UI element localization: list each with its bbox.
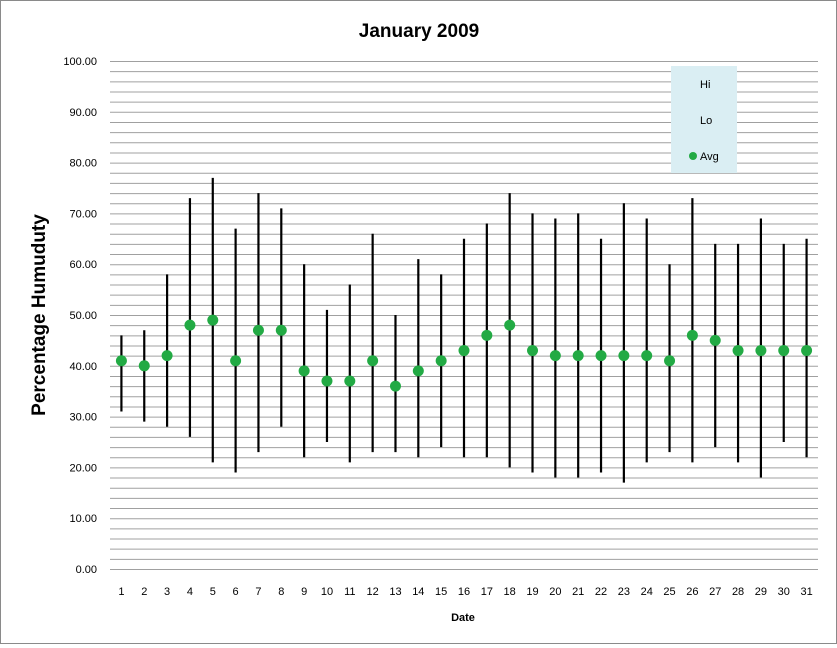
x-tick-label: 20 bbox=[549, 586, 561, 598]
avg-point bbox=[184, 319, 196, 331]
x-tick-label: 6 bbox=[233, 586, 239, 598]
avg-point bbox=[435, 355, 447, 367]
x-tick-label: 14 bbox=[412, 586, 424, 598]
avg-point bbox=[115, 355, 127, 367]
y-tick-label: 90.00 bbox=[69, 107, 97, 119]
avg-point bbox=[367, 355, 379, 367]
avg-point bbox=[572, 350, 584, 362]
y-tick-label: 60.00 bbox=[69, 259, 97, 271]
avg-point bbox=[298, 365, 310, 377]
avg-point bbox=[321, 375, 333, 387]
x-tick-label: 1 bbox=[118, 586, 124, 598]
y-tick-label: 10.00 bbox=[69, 513, 97, 525]
x-tick-label: 16 bbox=[458, 586, 470, 598]
x-tick-label: 15 bbox=[435, 586, 447, 598]
x-tick-label: 31 bbox=[800, 586, 812, 598]
x-tick-label: 3 bbox=[164, 586, 170, 598]
legend-avg-marker bbox=[689, 152, 697, 160]
x-tick-label: 26 bbox=[686, 586, 698, 598]
avg-point bbox=[664, 355, 676, 367]
y-tick-label: 100.00 bbox=[63, 56, 97, 68]
y-axis-label: Percentage Humuduty bbox=[29, 214, 50, 416]
y-tick-labels: 0.00 10.00 20.00 30.00 40.00 50.00 60.00 70.00 8… bbox=[63, 56, 97, 576]
avg-point bbox=[344, 375, 356, 387]
y-tick-label: 80.00 bbox=[69, 158, 97, 170]
x-tick-labels: 1 2 3 4 5 6 7 8 9 10 11 12 13 14 15 16 17 18 19 20 21 22 23 24 2… bbox=[118, 586, 812, 598]
x-tick-label: 25 bbox=[663, 586, 675, 598]
avg-point bbox=[755, 345, 767, 357]
avg-point bbox=[161, 350, 173, 362]
x-tick-label: 19 bbox=[526, 586, 538, 598]
avg-point bbox=[230, 355, 242, 367]
x-tick-label: 30 bbox=[778, 586, 790, 598]
avg-point bbox=[275, 324, 287, 336]
legend-box bbox=[671, 66, 737, 173]
avg-point bbox=[595, 350, 607, 362]
avg-point bbox=[732, 345, 744, 357]
x-tick-label: 2 bbox=[141, 586, 147, 598]
avg-point bbox=[801, 345, 813, 357]
x-tick-label: 7 bbox=[255, 586, 261, 598]
x-tick-label: 27 bbox=[709, 586, 721, 598]
avg-point bbox=[138, 360, 150, 372]
avg-point bbox=[709, 334, 721, 346]
x-tick-label: 18 bbox=[504, 586, 516, 598]
avg-point bbox=[412, 365, 424, 377]
x-tick-label: 5 bbox=[210, 586, 216, 598]
avg-point bbox=[778, 345, 790, 357]
x-axis-label: Date bbox=[451, 612, 475, 624]
y-tick-label: 50.00 bbox=[69, 310, 97, 322]
x-tick-label: 12 bbox=[367, 586, 379, 598]
legend-label-avg: Avg bbox=[700, 151, 719, 163]
avg-point bbox=[252, 324, 264, 336]
x-tick-label: 10 bbox=[321, 586, 333, 598]
x-tick-label: 24 bbox=[641, 586, 653, 598]
avg-point bbox=[504, 319, 516, 331]
avg-point bbox=[618, 350, 630, 362]
x-tick-label: 13 bbox=[389, 586, 401, 598]
x-tick-label: 23 bbox=[618, 586, 630, 598]
avg-point bbox=[481, 329, 493, 341]
x-tick-label: 22 bbox=[595, 586, 607, 598]
x-tick-label: 29 bbox=[755, 586, 767, 598]
x-tick-label: 21 bbox=[572, 586, 584, 598]
y-tick-label: 40.00 bbox=[69, 361, 97, 373]
avg-point bbox=[527, 345, 539, 357]
chart-title: January 2009 bbox=[359, 21, 479, 42]
avg-point bbox=[458, 345, 470, 357]
x-tick-label: 28 bbox=[732, 586, 744, 598]
y-tick-label: 0.00 bbox=[76, 564, 97, 576]
avg-point bbox=[686, 329, 698, 341]
avg-point bbox=[641, 350, 653, 362]
x-tick-label: 17 bbox=[481, 586, 493, 598]
x-tick-label: 11 bbox=[344, 586, 355, 598]
y-tick-label: 30.00 bbox=[69, 412, 97, 424]
y-tick-label: 70.00 bbox=[69, 208, 97, 220]
legend: Hi Lo Avg bbox=[671, 66, 737, 173]
legend-label-lo: Lo bbox=[700, 115, 712, 127]
y-tick-label: 20.00 bbox=[69, 462, 97, 474]
avg-point bbox=[207, 314, 219, 326]
x-tick-label: 9 bbox=[301, 586, 307, 598]
legend-label-hi: Hi bbox=[700, 79, 710, 91]
x-tick-label: 4 bbox=[187, 586, 193, 598]
avg-points bbox=[115, 314, 813, 392]
avg-point bbox=[389, 380, 401, 392]
avg-point bbox=[549, 350, 561, 362]
x-tick-label: 8 bbox=[278, 586, 284, 598]
